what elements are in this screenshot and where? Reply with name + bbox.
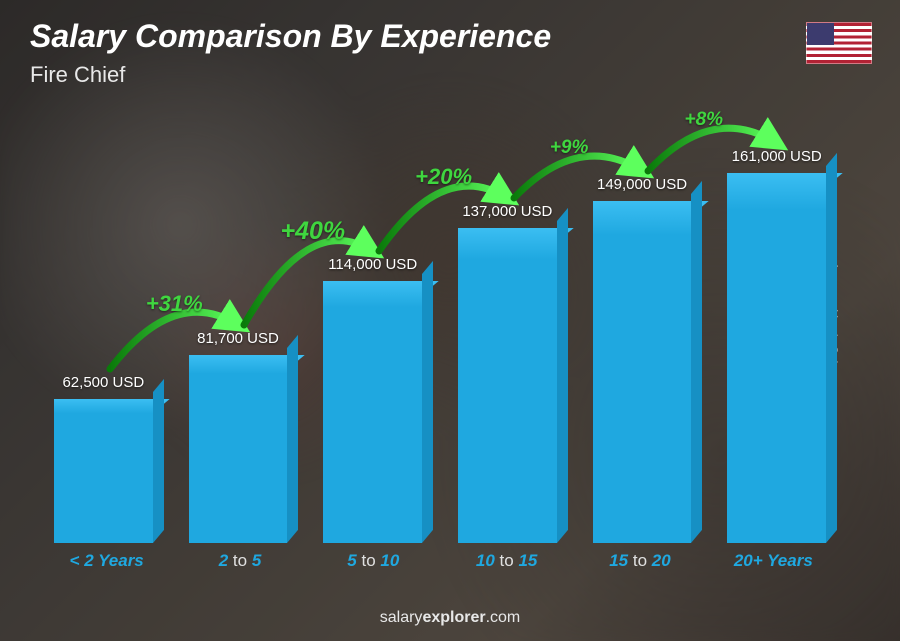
bar-column: 137,000 USD <box>444 203 571 543</box>
footer-prefix: salary <box>380 609 423 626</box>
chart-title: Salary Comparison By Experience <box>30 18 551 55</box>
bar-column: 149,000 USD <box>579 176 706 543</box>
bar <box>54 399 153 543</box>
category-label: 10 to 15 <box>440 551 573 571</box>
bar <box>189 355 288 543</box>
content-layer: Salary Comparison By Experience Fire Chi… <box>0 0 900 641</box>
bar-column: 161,000 USD <box>713 148 840 543</box>
category-labels: < 2 Years2 to 55 to 1010 to 1515 to 2020… <box>40 551 840 571</box>
bar <box>593 201 692 543</box>
chart-subtitle: Fire Chief <box>30 62 125 88</box>
flag-icon <box>806 22 872 64</box>
bar-value-label: 161,000 USD <box>732 148 822 165</box>
bars-container: 62,500 USD 81,700 USD 114,000 USD 137,00… <box>40 110 840 543</box>
bar-value-label: 81,700 USD <box>197 330 279 347</box>
chart-area: 62,500 USD 81,700 USD 114,000 USD 137,00… <box>40 110 840 571</box>
bar-column: 81,700 USD <box>175 330 302 543</box>
category-label: 2 to 5 <box>173 551 306 571</box>
bar-value-label: 149,000 USD <box>597 176 687 193</box>
category-label: < 2 Years <box>40 551 173 571</box>
footer-suffix: .com <box>486 609 521 626</box>
footer-bold: explorer <box>422 609 485 626</box>
category-label: 20+ Years <box>707 551 840 571</box>
bar-column: 114,000 USD <box>309 256 436 543</box>
bar <box>458 228 557 543</box>
category-label: 15 to 20 <box>573 551 706 571</box>
bar-value-label: 114,000 USD <box>328 256 417 273</box>
footer-attribution: salaryexplorer.com <box>0 609 900 627</box>
bar <box>727 173 826 543</box>
bar <box>323 281 422 543</box>
category-label: 5 to 10 <box>307 551 440 571</box>
bar-value-label: 62,500 USD <box>62 374 144 391</box>
bar-column: 62,500 USD <box>40 374 167 543</box>
chart-canvas: Salary Comparison By Experience Fire Chi… <box>0 0 900 641</box>
bar-value-label: 137,000 USD <box>462 203 552 220</box>
